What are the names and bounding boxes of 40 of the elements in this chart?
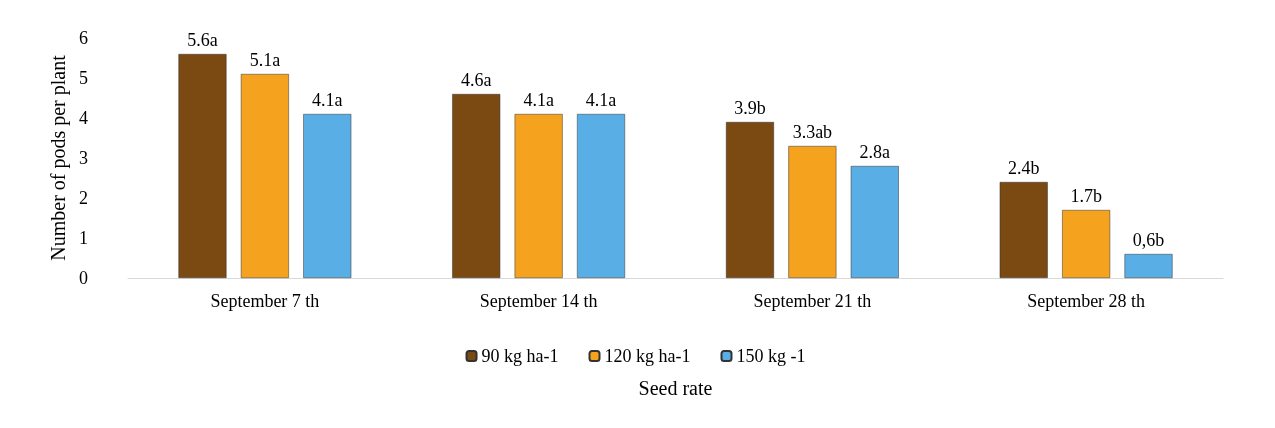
bar [577,114,626,278]
legend-label: 150 kg -1 [736,346,806,366]
data-label: 0,6b [1132,230,1165,250]
y-tick-label: 6 [79,28,88,48]
data-label: 4.1a [312,90,343,110]
x-axis-title: Seed rate [638,377,713,399]
bar [1062,210,1111,278]
y-tick-label: 4 [79,108,88,128]
x-tick-label: September 21 th [753,291,872,311]
y-tick-label: 3 [79,148,88,168]
x-tick-label: September 14 th [479,291,598,311]
bar [303,114,352,278]
y-tick-label: 2 [79,188,88,208]
data-label: 3.9b [734,98,766,118]
x-tick-label: September 28 th [1027,291,1146,311]
data-label: 3.3ab [792,122,833,142]
bar [1124,254,1173,278]
bar [788,146,837,278]
bar [514,114,563,278]
bar [240,74,289,278]
y-tick-label: 1 [79,228,88,248]
y-tick-label: 5 [79,68,88,88]
bar [999,182,1048,278]
legend-label: 90 kg ha-1 [481,346,559,366]
data-label: 5.1a [249,50,281,70]
data-label: 4.1a [585,90,617,110]
data-label: 5.6a [187,30,218,50]
data-label: 4.1a [523,90,554,110]
data-label: 2.8a [859,142,891,162]
bar [725,122,774,278]
bar [178,54,227,278]
y-axis-title: Number of pods per plant [47,54,71,261]
data-label: 4.6a [460,70,492,90]
bar [850,166,899,278]
y-tick-label: 0 [79,268,88,288]
data-label: 1.7b [1070,186,1102,206]
data-label: 2.4b [1007,158,1040,178]
bar [452,94,501,278]
x-tick-label: September 7 th [210,291,320,311]
legend-label: 120 kg ha-1 [604,346,691,366]
